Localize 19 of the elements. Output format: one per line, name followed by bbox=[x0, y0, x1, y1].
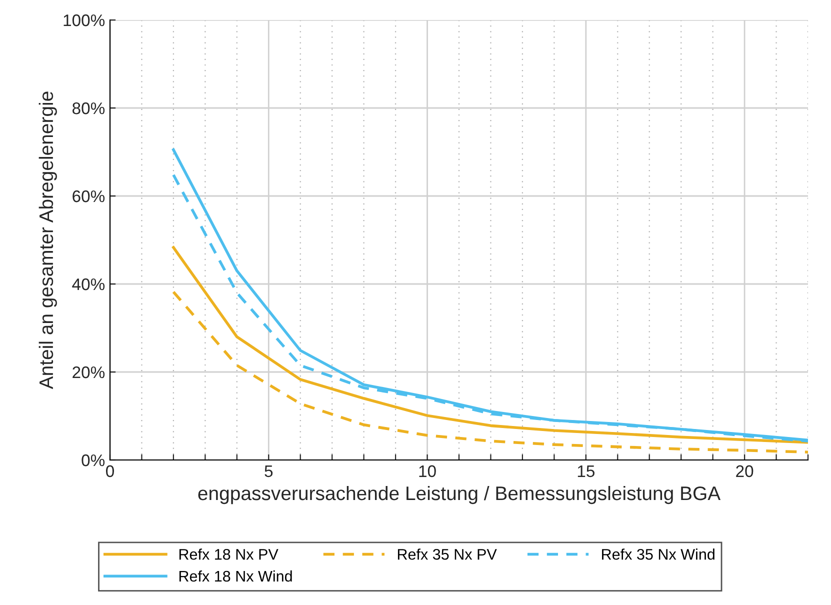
y-tick-label: 40% bbox=[72, 278, 105, 290]
line-series bbox=[172, 290, 808, 454]
x-tick-label: 15 bbox=[578, 465, 594, 478]
y-tick-label: 100% bbox=[64, 14, 105, 26]
line-series bbox=[172, 246, 808, 444]
x-tick-label: 0 bbox=[106, 465, 114, 478]
x-tick-label: 20 bbox=[736, 465, 754, 478]
y-tick-label: 80% bbox=[72, 102, 105, 114]
y-tick-label: 0% bbox=[82, 454, 105, 466]
legend-label: Refx 18 Nx Wind bbox=[179, 570, 292, 582]
y-tick-label: 60% bbox=[72, 190, 105, 202]
y-tick-label: 20% bbox=[72, 366, 105, 378]
x-tick-label: 10 bbox=[419, 465, 436, 478]
y-axis-title: Anteil an gesamter Abregelenergie bbox=[38, 92, 57, 390]
legend-label: Refx 35 Nx PV bbox=[398, 548, 497, 560]
legend-label: Refx 35 Nx Wind bbox=[602, 548, 714, 560]
x-axis-title: engpassverursachende Leistung / Bemessungsleistung BGA bbox=[198, 486, 721, 504]
x-tick-label: 5 bbox=[264, 465, 273, 478]
legend-label: Refx 18 Nx PV bbox=[179, 548, 278, 560]
